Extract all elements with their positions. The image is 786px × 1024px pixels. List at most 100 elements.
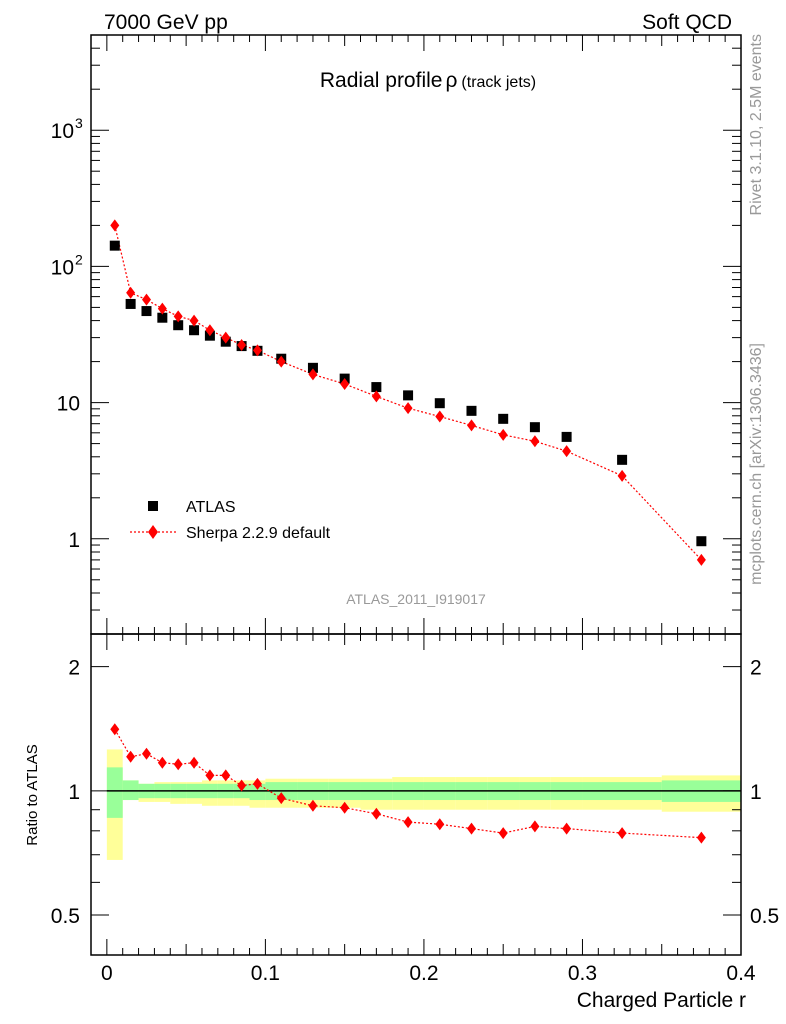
ratio-point-sherpa: [157, 756, 167, 769]
data-point-atlas: [157, 312, 168, 323]
main-plot-marks: [109, 219, 707, 566]
ratio-point-sherpa: [221, 769, 231, 782]
header-right-label: Soft QCD: [642, 11, 732, 34]
ratio-point-sherpa: [252, 777, 262, 790]
rivet-version-label: Rivet 3.1.10, 2.5M events: [748, 34, 765, 215]
data-point-sherpa: [221, 331, 231, 344]
ratio-y-tick-label-right: 1: [750, 781, 762, 804]
data-point-atlas: [141, 306, 152, 317]
data-point-sherpa: [205, 324, 215, 337]
data-point-sherpa: [126, 286, 136, 299]
chart-title: Radial profile ρ (track jets): [320, 69, 536, 92]
main-y-tick-exponent: 3: [75, 115, 83, 131]
ratio-point-sherpa: [308, 799, 318, 812]
ratio-series-line-sherpa: [114, 728, 702, 839]
ratio-y-tick-label: 1: [68, 781, 80, 804]
data-point-atlas: [173, 320, 184, 331]
series-line-sherpa: [114, 225, 702, 561]
data-point-sherpa: [340, 377, 350, 390]
stat-band-bin: [249, 783, 266, 801]
data-point-atlas: [498, 413, 509, 424]
x-axis-label: Charged Particle r: [577, 989, 746, 1012]
main-y-tick-label: 1: [68, 529, 80, 552]
ratio-point-sherpa: [189, 756, 199, 769]
main-y-tick-label: 10: [57, 393, 80, 416]
stat-band-bin: [106, 767, 123, 818]
x-tick-label: 0.2: [409, 962, 438, 985]
x-tick-label: 0: [101, 962, 113, 985]
ratio-point-sherpa: [276, 792, 286, 805]
ratio-plot-frame: [90, 633, 742, 956]
legend-marker-atlas: [148, 501, 158, 511]
ratio-point-sherpa: [617, 827, 627, 840]
data-point-atlas: [617, 454, 628, 465]
main-y-tick-exponent: 2: [75, 251, 83, 267]
x-tick-label: 0.1: [251, 962, 280, 985]
analysis-label: ATLAS_2011_I919017: [346, 591, 486, 607]
main-plot-frame: [90, 34, 742, 635]
data-point-sherpa: [435, 410, 445, 423]
data-point-sherpa: [498, 428, 508, 441]
data-point-sherpa: [466, 419, 476, 432]
legend-label-sherpa: Sherpa 2.2.9 default: [186, 525, 331, 542]
data-point-atlas: [466, 405, 477, 416]
data-point-atlas: [371, 382, 382, 393]
data-point-atlas: [696, 536, 707, 547]
ratio-uncertainty-bands: [106, 749, 741, 860]
legend: ATLAS Sherpa 2.2.9 default: [130, 499, 331, 542]
data-point-sherpa: [617, 469, 627, 482]
ratio-y-axis-label: Ratio to ATLAS: [24, 744, 41, 845]
ratio-y-tick-label-right: 2: [750, 657, 762, 680]
ratio-point-sherpa: [435, 818, 445, 831]
ratio-point-sherpa: [371, 807, 381, 820]
ratio-y-tick-label: 0.5: [51, 905, 80, 928]
legend-marker-sherpa: [148, 525, 158, 539]
data-point-sherpa: [696, 553, 706, 566]
x-tick-label: 0.4: [726, 962, 756, 985]
ratio-point-sherpa: [173, 758, 183, 771]
data-point-sherpa: [252, 344, 262, 357]
ratio-point-sherpa: [141, 747, 151, 760]
data-point-atlas: [434, 398, 445, 409]
data-point-sherpa: [157, 302, 167, 315]
ratio-point-sherpa: [466, 822, 476, 835]
data-point-atlas: [529, 422, 540, 433]
data-point-sherpa: [237, 338, 247, 351]
ratio-point-sherpa: [110, 723, 120, 736]
x-tick-label: 0.3: [568, 962, 597, 985]
legend-label-atlas: ATLAS: [186, 499, 236, 516]
ratio-point-sherpa: [530, 820, 540, 833]
data-point-atlas: [307, 362, 318, 373]
data-point-sherpa: [308, 368, 318, 381]
data-point-atlas: [125, 298, 136, 309]
chart-title-symbol: ρ: [445, 69, 457, 92]
ratio-panel: 0 0.1 0.2 0.3 0.4 0.5 0.5 1 1 2 2 Ratio to ATLAS: [24, 633, 779, 985]
ratio-y-tick-label: 2: [68, 657, 80, 680]
data-point-atlas: [403, 390, 414, 401]
ratio-y-tick-label-right: 0.5: [750, 905, 779, 928]
data-point-atlas: [561, 431, 572, 442]
ratio-point-sherpa: [498, 827, 508, 840]
ratio-point-sherpa: [403, 816, 413, 829]
header-left-label: 7000 GeV pp: [104, 11, 228, 34]
data-point-sherpa: [562, 445, 572, 458]
main-y-tick-label: 10: [51, 256, 74, 279]
chart-title-suffix: (track jets): [461, 74, 536, 91]
ratio-point-sherpa: [562, 822, 572, 835]
data-point-sherpa: [173, 310, 183, 323]
chart-title-main: Radial profile: [320, 69, 443, 92]
ratio-point-sherpa: [340, 801, 350, 814]
data-point-atlas: [189, 325, 200, 336]
ratio-point-sherpa: [205, 769, 215, 782]
data-point-sherpa: [189, 314, 199, 327]
data-point-sherpa: [141, 293, 151, 306]
data-point-sherpa: [371, 390, 381, 403]
main-y-tick-label: 10: [51, 120, 74, 143]
ratio-plot-marks: [110, 723, 706, 844]
ratio-point-sherpa: [237, 779, 247, 792]
source-reference-label: mcplots.cern.ch [arXiv:1306.3436]: [748, 343, 765, 585]
ratio-point-sherpa: [696, 831, 706, 844]
